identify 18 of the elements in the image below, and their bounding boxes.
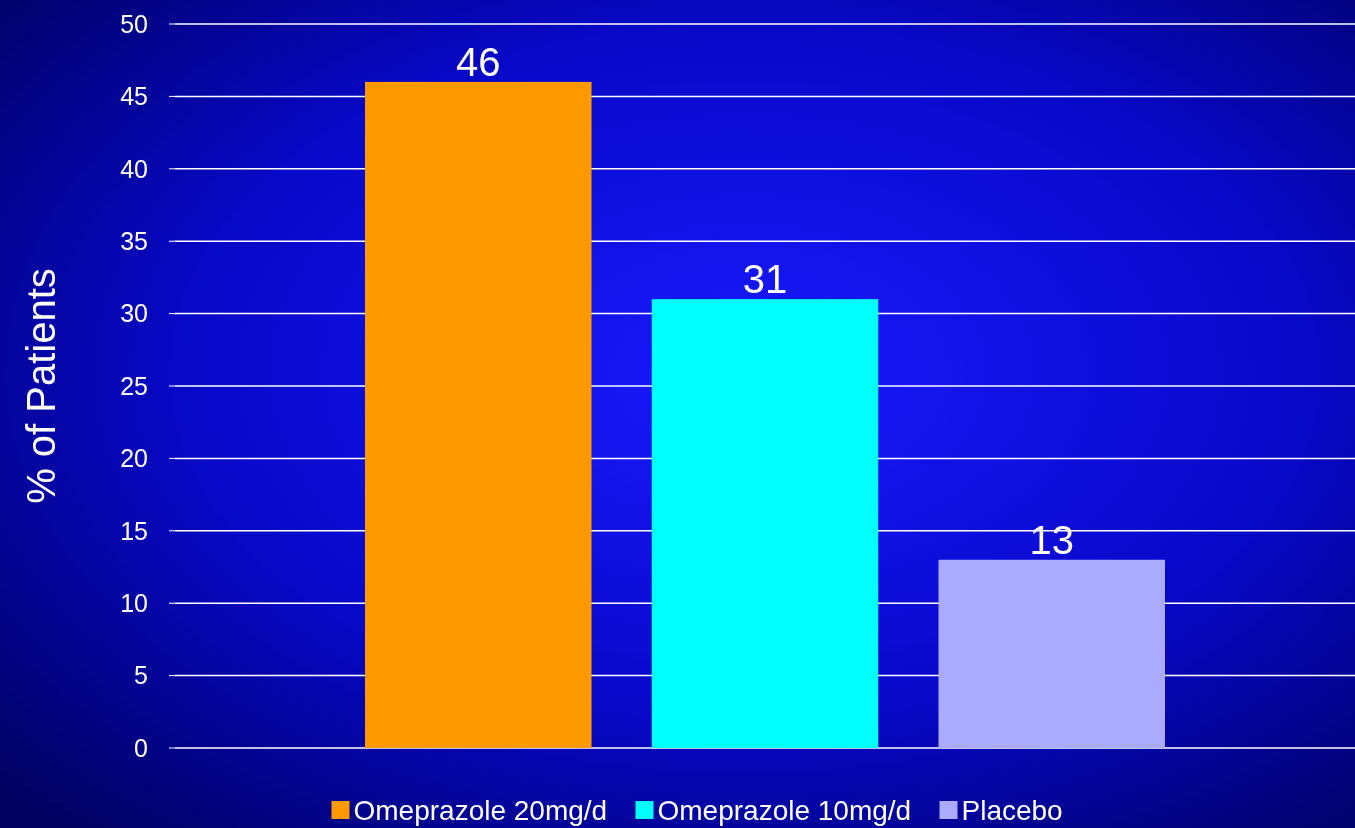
legend-label: Omeprazole 10mg/d (657, 794, 912, 826)
y-tick-label: 0 (134, 733, 148, 762)
y-tick-label: 25 (120, 371, 148, 400)
data-label: 46 (456, 39, 501, 84)
y-tick-label: 15 (120, 516, 148, 545)
legend-label: Omeprazole 20mg/d (353, 794, 608, 826)
y-tick-label: 35 (120, 226, 148, 255)
y-tick-label: 40 (120, 154, 148, 183)
y-tick-label: 50 (120, 9, 148, 38)
y-tick-label: 5 (134, 661, 148, 690)
y-tick-label: 30 (120, 299, 148, 328)
y-tick-label: 45 (120, 82, 148, 111)
legend-label: Placebo (961, 794, 1063, 826)
y-axis-title: % of Patients (19, 268, 63, 504)
y-tick-label: 10 (120, 588, 148, 617)
data-label: 31 (742, 257, 788, 302)
data-label: 13 (1029, 517, 1074, 562)
y-tick-label: 20 (120, 444, 148, 473)
